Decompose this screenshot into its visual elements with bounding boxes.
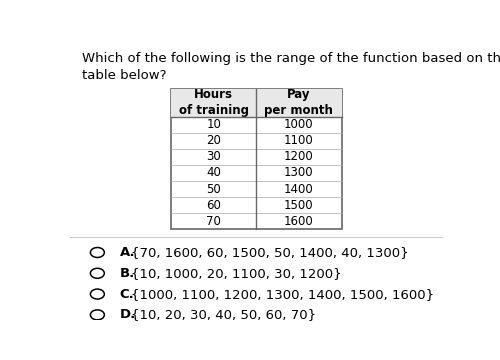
Text: B.: B. [120, 267, 135, 280]
Text: 1500: 1500 [284, 199, 314, 212]
Text: Hours
of training: Hours of training [178, 88, 248, 117]
Text: 20: 20 [206, 134, 221, 147]
Text: 30: 30 [206, 150, 221, 163]
Text: {70, 1600, 60, 1500, 50, 1400, 40, 1300}: {70, 1600, 60, 1500, 50, 1400, 40, 1300} [132, 246, 409, 259]
Text: 10: 10 [206, 118, 221, 131]
Text: {1000, 1100, 1200, 1300, 1400, 1500, 1600}: {1000, 1100, 1200, 1300, 1400, 1500, 160… [132, 288, 434, 301]
Text: A.: A. [120, 246, 136, 259]
Text: {10, 20, 30, 40, 50, 60, 70}: {10, 20, 30, 40, 50, 60, 70} [132, 309, 316, 321]
Text: {10, 1000, 20, 1100, 30, 1200}: {10, 1000, 20, 1100, 30, 1200} [132, 267, 342, 280]
Text: 1000: 1000 [284, 118, 314, 131]
Text: 60: 60 [206, 199, 221, 212]
Text: D.: D. [120, 309, 136, 321]
Text: 1300: 1300 [284, 166, 314, 179]
Text: 1100: 1100 [284, 134, 314, 147]
Text: Which of the following is the range of the function based on the input-output
ta: Which of the following is the range of t… [82, 51, 500, 81]
Bar [171, 89, 342, 229]
Text: C.: C. [120, 288, 134, 301]
Text: 70: 70 [206, 215, 221, 228]
Text: 1200: 1200 [284, 150, 314, 163]
Text: 40: 40 [206, 166, 221, 179]
Text: 50: 50 [206, 183, 221, 195]
Text: 1600: 1600 [284, 215, 314, 228]
Text: Pay
per month: Pay per month [264, 88, 334, 117]
Bar [171, 89, 342, 117]
Text: 1400: 1400 [284, 183, 314, 195]
